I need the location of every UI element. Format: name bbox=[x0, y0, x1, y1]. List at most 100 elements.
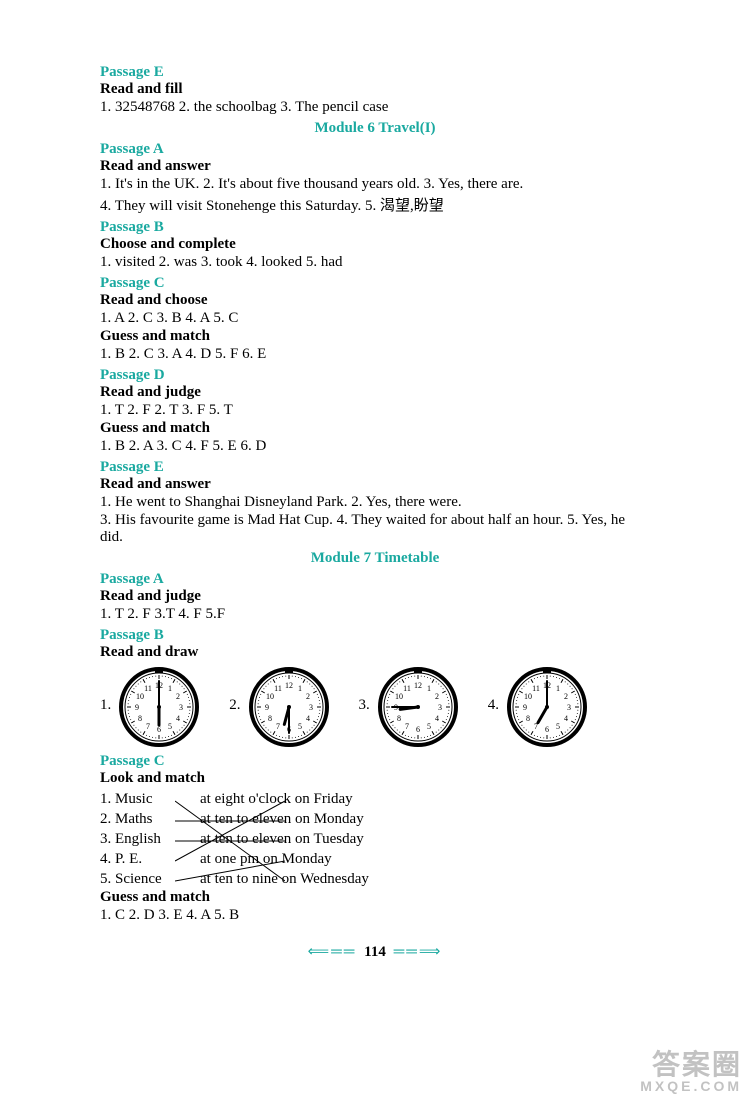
svg-text:4: 4 bbox=[306, 714, 310, 723]
read-answer-header-e2: Read and answer bbox=[100, 476, 650, 493]
passage-b2-label: Passage B bbox=[100, 627, 650, 644]
svg-text:6: 6 bbox=[416, 725, 420, 734]
clock-icon: 123456789101112 bbox=[378, 667, 458, 747]
read-judge-header-a2: Read and judge bbox=[100, 588, 650, 605]
match-right-item: at one pm on Monday bbox=[200, 849, 460, 869]
guess-match-header-c2: Guess and match bbox=[100, 889, 650, 906]
read-and-fill-header: Read and fill bbox=[100, 81, 650, 98]
svg-text:11: 11 bbox=[274, 684, 282, 693]
svg-text:1: 1 bbox=[298, 684, 302, 693]
read-draw-header: Read and draw bbox=[100, 644, 650, 661]
passage-c-answers2: 1. B 2. C 3. A 4. D 5. F 6. E bbox=[100, 346, 650, 363]
clock-number: 4. bbox=[488, 667, 499, 714]
read-and-answer-header: Read and answer bbox=[100, 158, 650, 175]
svg-text:5: 5 bbox=[168, 722, 172, 731]
passage-c-label: Passage C bbox=[100, 275, 650, 292]
svg-text:3: 3 bbox=[567, 703, 571, 712]
clocks-row: 1. 123456789101112 2. 123456789101112 3.… bbox=[100, 667, 650, 747]
svg-text:8: 8 bbox=[397, 714, 401, 723]
passage-a2-label: Passage A bbox=[100, 571, 650, 588]
clock-icon: 123456789101112 bbox=[249, 667, 329, 747]
page-footer: ⟸══ 114 ══⟹ bbox=[100, 942, 650, 961]
match-right-item: at ten to nine on Wednesday bbox=[200, 869, 460, 889]
page-number: 114 bbox=[360, 944, 390, 961]
svg-text:2: 2 bbox=[435, 692, 439, 701]
svg-text:12: 12 bbox=[285, 681, 293, 690]
svg-text:3: 3 bbox=[438, 703, 442, 712]
svg-text:5: 5 bbox=[298, 722, 302, 731]
passage-c-answers1: 1. A 2. C 3. B 4. A 5. C bbox=[100, 310, 650, 327]
match-right-item: at ten to eleven on Monday bbox=[200, 809, 460, 829]
svg-text:7: 7 bbox=[146, 722, 150, 731]
passage-c2-answers2: 1. C 2. D 3. E 4. A 5. B bbox=[100, 907, 650, 924]
passage-d-answers2: 1. B 2. A 3. C 4. F 5. E 6. D bbox=[100, 438, 650, 455]
svg-text:9: 9 bbox=[523, 703, 527, 712]
passage-d-label: Passage D bbox=[100, 367, 650, 384]
passage-b-label: Passage B bbox=[100, 219, 650, 236]
watermark: 答案圈 MXQE.COM bbox=[640, 1051, 742, 1093]
footer-arrow-left: ⟸══ bbox=[308, 944, 357, 960]
clock-icon: 123456789101112 bbox=[507, 667, 587, 747]
svg-text:2: 2 bbox=[564, 692, 568, 701]
match-right-item: at eight o'clock on Friday bbox=[200, 789, 460, 809]
svg-text:1: 1 bbox=[427, 684, 431, 693]
clock-number: 1. bbox=[100, 667, 111, 714]
read-choose-header: Read and choose bbox=[100, 292, 650, 309]
passage-a-line2: 4. They will visit Stonehenge this Satur… bbox=[100, 194, 650, 215]
read-judge-header-d: Read and judge bbox=[100, 384, 650, 401]
passage-e2-line2: 3. His favourite game is Mad Hat Cup. 4.… bbox=[100, 512, 650, 546]
match-left-item: 5. Science bbox=[100, 869, 190, 889]
passage-a-line1: 1. It's in the UK. 2. It's about five th… bbox=[100, 176, 650, 193]
choose-complete-header: Choose and complete bbox=[100, 236, 650, 253]
passage-a2-answers: 1. T 2. F 3.T 4. F 5.F bbox=[100, 606, 650, 623]
match-left-item: 2. Maths bbox=[100, 809, 190, 829]
svg-text:3: 3 bbox=[179, 703, 183, 712]
svg-text:10: 10 bbox=[524, 692, 532, 701]
clock-item: 3. 123456789101112 bbox=[359, 667, 458, 747]
svg-text:6: 6 bbox=[545, 725, 549, 734]
passage-e2-label: Passage E bbox=[100, 459, 650, 476]
passage-e-answers: 1. 32548768 2. the schoolbag 3. The penc… bbox=[100, 99, 650, 116]
svg-text:5: 5 bbox=[427, 722, 431, 731]
svg-text:2: 2 bbox=[176, 692, 180, 701]
svg-text:3: 3 bbox=[309, 703, 313, 712]
match-left-item: 3. English bbox=[100, 829, 190, 849]
svg-text:11: 11 bbox=[403, 684, 411, 693]
clock-item: 1. 123456789101112 bbox=[100, 667, 199, 747]
svg-text:10: 10 bbox=[136, 692, 144, 701]
svg-text:2: 2 bbox=[306, 692, 310, 701]
svg-text:12: 12 bbox=[414, 681, 422, 690]
match-right-item: at ten to eleven on Tuesday bbox=[200, 829, 460, 849]
match-table: 1. Music2. Maths3. English4. P. E.5. Sci… bbox=[100, 789, 520, 889]
watermark-top: 答案圈 bbox=[640, 1051, 742, 1079]
module-7-title: Module 7 Timetable bbox=[100, 550, 650, 567]
clock-item: 2. 123456789101112 bbox=[229, 667, 328, 747]
passage-a-label: Passage A bbox=[100, 141, 650, 158]
clock-icon: 123456789101112 bbox=[119, 667, 199, 747]
svg-text:7: 7 bbox=[405, 722, 409, 731]
svg-text:4: 4 bbox=[564, 714, 568, 723]
svg-text:11: 11 bbox=[532, 684, 540, 693]
clock-item: 4. 123456789101112 bbox=[488, 667, 587, 747]
svg-text:11: 11 bbox=[144, 684, 152, 693]
svg-text:8: 8 bbox=[267, 714, 271, 723]
passage-e-label: Passage E bbox=[100, 64, 650, 81]
look-match-header: Look and match bbox=[100, 770, 650, 787]
svg-text:10: 10 bbox=[265, 692, 273, 701]
passage-d-answers1: 1. T 2. F 2. T 3. F 5. T bbox=[100, 402, 650, 419]
svg-text:4: 4 bbox=[176, 714, 180, 723]
guess-match-header-d: Guess and match bbox=[100, 420, 650, 437]
clock-number: 2. bbox=[229, 667, 240, 714]
passage-e2-line1: 1. He went to Shanghai Disneyland Park. … bbox=[100, 494, 650, 511]
svg-text:1: 1 bbox=[556, 684, 560, 693]
passage-c2-label: Passage C bbox=[100, 753, 650, 770]
svg-text:4: 4 bbox=[435, 714, 439, 723]
passage-b-answers: 1. visited 2. was 3. took 4. looked 5. h… bbox=[100, 254, 650, 271]
svg-text:1: 1 bbox=[168, 684, 172, 693]
svg-text:8: 8 bbox=[526, 714, 530, 723]
match-left-item: 4. P. E. bbox=[100, 849, 190, 869]
svg-text:10: 10 bbox=[395, 692, 403, 701]
module-6-title: Module 6 Travel(I) bbox=[100, 120, 650, 137]
svg-text:9: 9 bbox=[265, 703, 269, 712]
footer-arrow-right: ══⟹ bbox=[394, 944, 443, 960]
